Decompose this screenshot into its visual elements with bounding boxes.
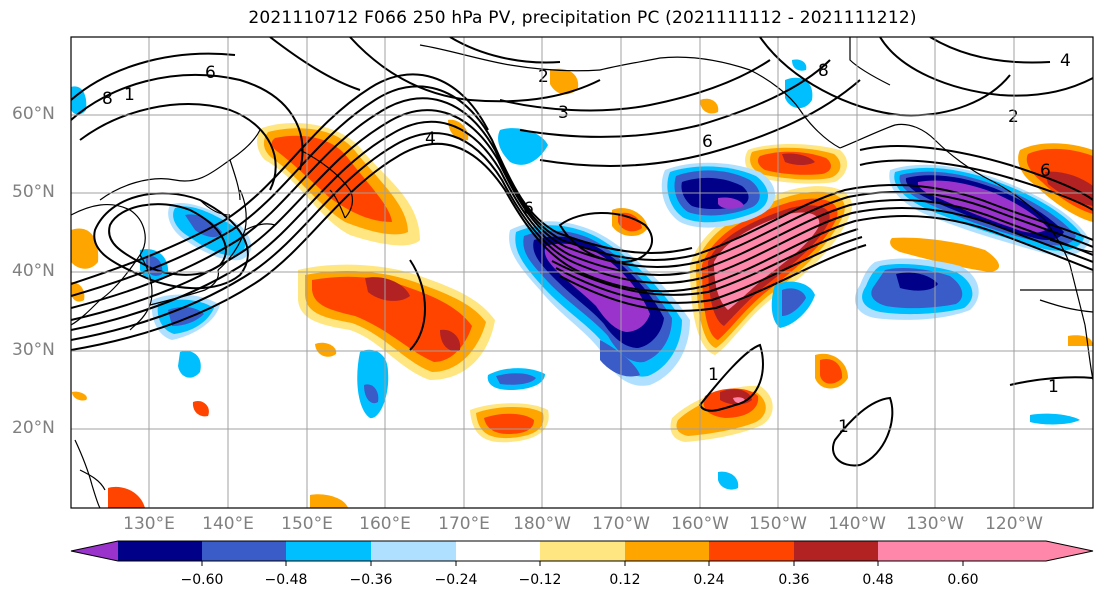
colorbar-swatch [456,541,540,561]
contour-label: 1 [838,417,849,437]
colorbar-tick-label: 0.24 [693,572,725,588]
lat-label: 30°N [12,340,55,360]
colorbar-tick-label: −0.48 [264,572,308,588]
colorbar-swatch [878,541,963,561]
lat-label: 20°N [12,418,55,438]
fill-negative-nw [71,86,545,419]
figure-title: 2021110712 F066 250 hPa PV, precipitatio… [248,8,917,28]
colorbar-swatch [286,541,371,561]
contour-labels: 6 8 1 6 4 3 2 8 6 1 1 4 2 6 1 [102,51,1071,437]
contour-label: 8 [818,61,829,81]
lon-label: 130°W [906,514,964,534]
lon-label: 140°W [828,514,886,534]
colorbar-swatch [371,541,456,561]
colorbar-outline [70,540,1094,562]
colorbar-tick-label: 0.48 [862,572,894,588]
lon-label: 170°E [438,514,490,534]
contour-label: 6 [702,132,713,152]
lon-label: 140°E [202,514,254,534]
lon-label: 150°W [749,514,807,534]
fill-negative-ne [661,59,979,328]
colorbar-tick-label: −0.36 [349,572,393,588]
colorbar-swatch [118,541,202,561]
contour-label: 6 [523,199,534,219]
colorbar-tick-label: −0.12 [518,572,562,588]
lon-label: 180°W [513,514,571,534]
contour-label: 4 [425,129,436,149]
contour-label: 3 [558,103,569,123]
colorbar-swatch [202,541,286,561]
lon-label: 170°W [592,514,650,534]
lat-label: 50°N [12,182,55,202]
contour-label: 4 [1060,51,1071,71]
lat-label: 60°N [12,104,55,124]
lon-label: 160°E [359,514,411,534]
contour-label: 2 [1008,107,1019,127]
lon-label: 150°E [281,514,333,534]
colorbar-min-extension [71,541,118,561]
fill-positive-small [71,68,1093,508]
map-area: 6 8 1 6 4 3 2 8 6 1 1 4 2 6 1 [71,37,1093,508]
contour-label: 1 [708,365,719,385]
colorbar-swatch [540,541,625,561]
contour-label: 2 [538,67,549,87]
gridlines [71,37,1093,508]
colorbar-tick-label: −0.60 [180,572,224,588]
pv-contours [71,37,1093,467]
coastlines [71,37,1093,508]
colorbar-tick-label: 0.36 [778,572,810,588]
colorbar-swatch [625,541,709,561]
fill-positive-ne-corner [1018,143,1093,222]
colorbar-tick-label: 0.60 [947,572,979,588]
lon-label: 120°W [985,514,1043,534]
contour-label: 8 [102,89,113,109]
colorbar-tick-label: −0.24 [434,572,478,588]
contour-label: 1 [1048,377,1059,397]
contour-label: 1 [124,85,135,105]
colorbar-swatch [709,541,794,561]
colorbar-swatch [794,541,878,561]
map-frame [70,36,1094,509]
contour-label: 6 [1040,161,1051,181]
colorbar-max-extension [963,541,1093,561]
lat-label: 40°N [12,261,55,281]
lon-label: 130°E [123,514,175,534]
colorbar-tick-label: 0.12 [609,572,641,588]
contour-label: 6 [205,63,216,83]
lon-label: 160°W [671,514,729,534]
colorbar [70,540,1094,566]
